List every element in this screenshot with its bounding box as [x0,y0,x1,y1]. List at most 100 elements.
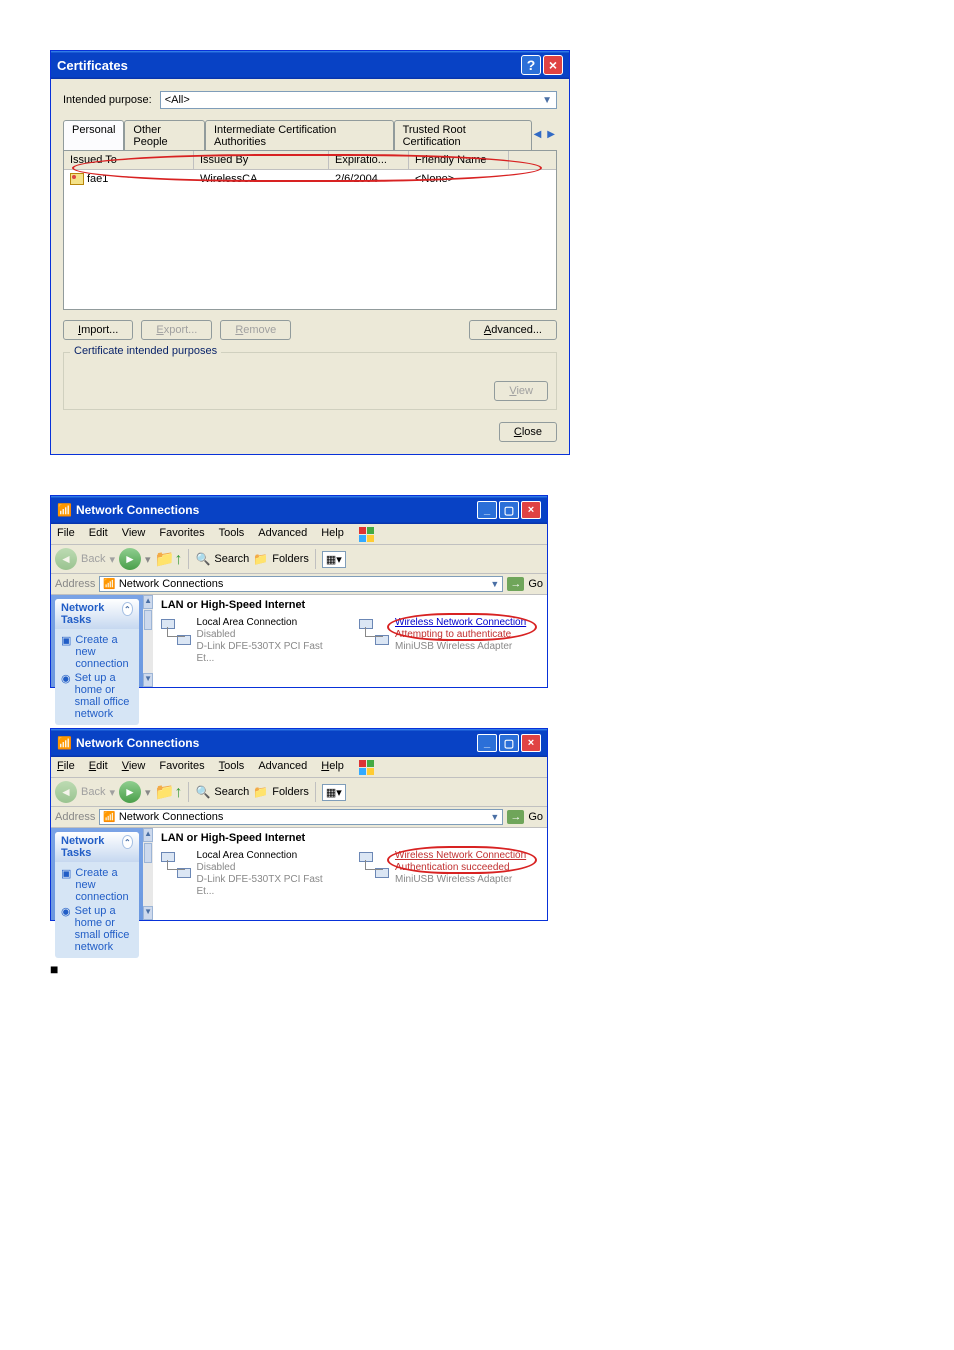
menu-help[interactable]: Help [319,759,346,775]
close-button[interactable]: × [521,501,541,519]
lan-device: D-Link DFE-530TX PCI Fast Et... [197,874,341,898]
menu-help[interactable]: Help [319,526,346,542]
minimize-button[interactable]: _ [477,734,497,752]
bullet: ■ [50,961,904,977]
link-setup-network[interactable]: ◉Set up a home or small office network [61,904,133,954]
maximize-button[interactable]: ▢ [499,734,519,752]
address-value: Network Connections [119,811,224,823]
menu-advanced[interactable]: Advanced [256,759,309,775]
search-label[interactable]: Search [214,786,249,798]
dialog-body: Intended purpose: <All> ▼ Personal Other… [51,79,569,454]
address-input[interactable]: Network Connections ▼ [99,809,503,825]
col-issued-to[interactable]: Issued To [64,151,194,169]
side-scrollbar[interactable]: ▲▼ [143,595,153,687]
go-button[interactable]: → [507,810,524,824]
menu-edit[interactable]: Edit [87,526,110,542]
collapse-icon[interactable]: ⌃ [122,835,133,849]
help-button[interactable]: ? [521,55,541,75]
menu-view[interactable]: View [120,526,148,542]
menu-favorites[interactable]: Favorites [157,759,206,775]
collapse-icon[interactable]: ⌃ [122,602,133,616]
import-button[interactable]: Import... [63,320,133,340]
folders-label[interactable]: Folders [272,786,309,798]
windows-logo-icon [356,759,376,775]
network-connections-window-1: 📶 Network Connections _ ▢ × File Edit Vi… [50,495,548,688]
side-panel: Network Tasks ⌃ ▣Create a new connection… [51,828,143,920]
side-head[interactable]: Network Tasks ⌃ [55,832,139,862]
folders-label[interactable]: Folders [272,553,309,565]
minimize-button[interactable]: _ [477,501,497,519]
forward-button[interactable]: ► [119,548,141,570]
link-create-connection[interactable]: ▣Create a new connection [61,633,133,671]
titlebar[interactable]: Certificates ? × [51,51,569,79]
tab-other-people[interactable]: Other People [124,120,205,151]
side-scrollbar[interactable]: ▲▼ [143,828,153,920]
title-text: Certificates [57,58,519,73]
view-button: View [494,381,548,401]
col-friendly-name[interactable]: Friendly Name [409,151,509,169]
link-create-connection[interactable]: ▣Create a new connection [61,866,133,904]
search-button[interactable] [195,785,210,799]
menu-advanced[interactable]: Advanced [256,526,309,542]
views-button[interactable]: ▦▾ [322,551,346,568]
address-label: Address [55,578,95,590]
lan-connection[interactable]: Local Area Connection Disabled D-Link DF… [161,617,341,665]
menu-favorites[interactable]: Favorites [157,526,206,542]
menu-file[interactable]: File [55,759,77,775]
maximize-button[interactable]: ▢ [499,501,519,519]
lan-status: Disabled [197,862,341,874]
section-header: LAN or High-Speed Internet [161,599,539,611]
wlan-connection[interactable]: Wireless Network Connection Authenticati… [359,850,539,898]
lan-connection[interactable]: Local Area Connection Disabled D-Link DF… [161,850,341,898]
export-button: Export... [141,320,212,340]
up-button[interactable]: 📁↑ [155,549,183,569]
intended-purpose-label: Intended purpose: [63,94,152,106]
link-setup-network[interactable]: ◉Set up a home or small office network [61,671,133,721]
cell-expiration: 2/6/2004 [329,172,409,186]
toolbar: ◄ Back ▾ ► ▾ 📁↑ Search Folders ▦▾ [51,545,547,574]
tab-intermediate-ca[interactable]: Intermediate Certification Authorities [205,120,394,151]
go-label[interactable]: Go [528,578,543,590]
menu-edit[interactable]: Edit [87,759,110,775]
up-button[interactable]: 📁↑ [155,782,183,802]
views-button[interactable]: ▦▾ [322,784,346,801]
titlebar[interactable]: 📶 Network Connections _ ▢ × [51,496,547,524]
certificate-row[interactable]: fae1 WirelessCA 2/6/2004 <None> [64,170,556,188]
search-button[interactable] [195,552,210,566]
lan-name: Local Area Connection [197,850,341,862]
search-label[interactable]: Search [214,553,249,565]
intended-purpose-dropdown[interactable]: <All> ▼ [160,91,557,109]
menu-tools[interactable]: Tools [217,526,247,542]
tab-personal[interactable]: Personal [63,120,124,151]
tab-trusted-root[interactable]: Trusted Root Certification [394,120,532,151]
address-input[interactable]: Network Connections ▼ [99,576,503,592]
side-panel: Network Tasks ⌃ ▣Create a new connection… [51,595,143,687]
menu-file[interactable]: File [55,526,77,542]
explorer-body: Network Tasks ⌃ ▣Create a new connection… [51,828,547,920]
remove-button: Remove [220,320,291,340]
address-bar: Address Network Connections ▼ → Go [51,574,547,595]
wlan-connection[interactable]: Wireless Network Connection Attempting t… [359,617,539,665]
certificate-list[interactable]: Issued To Issued By Expiratio... Friendl… [63,150,557,310]
folders-button[interactable] [253,785,268,799]
col-issued-by[interactable]: Issued By [194,151,329,169]
go-label[interactable]: Go [528,811,543,823]
section-header: LAN or High-Speed Internet [161,832,539,844]
advanced-button[interactable]: Advanced... [469,320,557,340]
tab-scroll[interactable]: ◀▶ [532,119,557,150]
forward-button[interactable]: ► [119,781,141,803]
close-x-button[interactable]: × [543,55,563,75]
close-button[interactable]: Close [499,422,557,442]
button-row: Import... Export... Remove Advanced... [63,320,557,340]
close-button[interactable]: × [521,734,541,752]
menu-tools[interactable]: Tools [217,759,247,775]
menu-view[interactable]: View [120,759,148,775]
title-text: Network Connections [76,736,477,750]
folders-button[interactable] [253,552,268,566]
certificate-icon [70,173,84,185]
go-button[interactable]: → [507,577,524,591]
lan-icon [161,617,193,647]
col-expiration[interactable]: Expiratio... [329,151,409,169]
titlebar[interactable]: 📶 Network Connections _ ▢ × [51,729,547,757]
side-head[interactable]: Network Tasks ⌃ [55,599,139,629]
